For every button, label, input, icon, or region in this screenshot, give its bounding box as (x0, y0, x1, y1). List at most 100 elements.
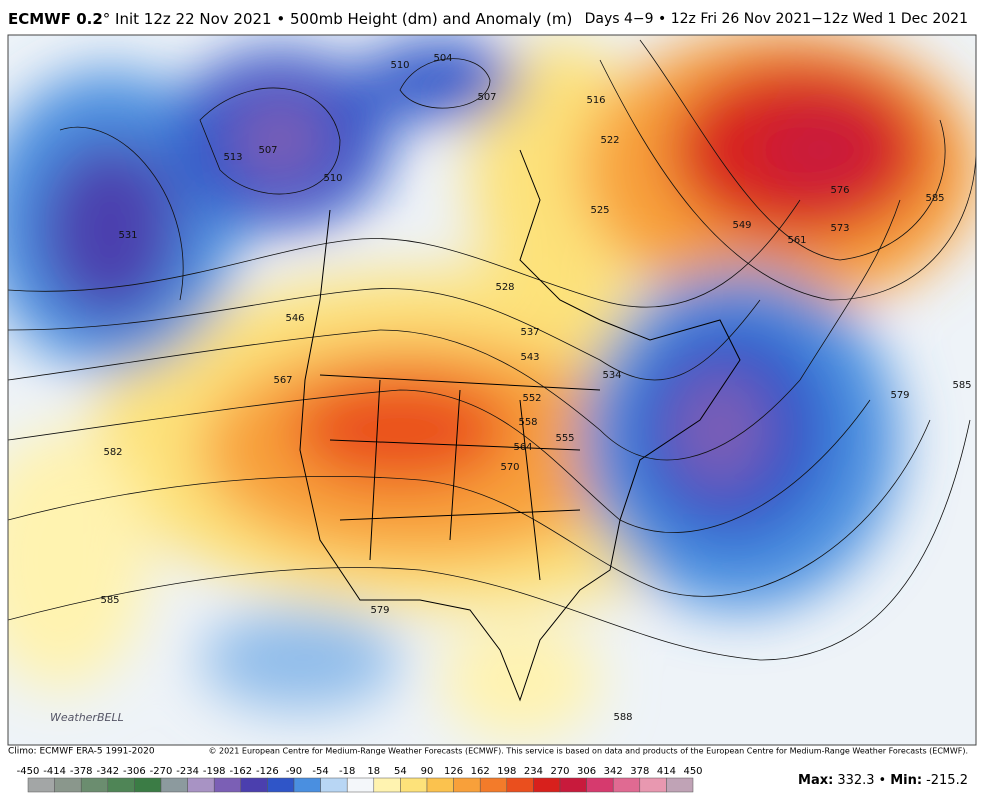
colorbar-tick-label: -306 (123, 766, 146, 777)
copyright: © 2021 European Centre for Medium-Range … (208, 747, 968, 756)
colorbar-tick-label: 198 (497, 766, 516, 777)
contour-label: 585 (952, 380, 971, 391)
colorbar-tick-label: -234 (176, 766, 199, 777)
colorbar-tick-label: -198 (203, 766, 226, 777)
contour-label: 510 (323, 173, 342, 184)
colorbar-tick-label: 234 (524, 766, 543, 777)
contour-label: 513 (223, 152, 242, 163)
colorbar-tick-label: -18 (339, 766, 355, 777)
colorbar-tick-label: 126 (444, 766, 463, 777)
contour-label: 507 (477, 92, 496, 103)
contour-label: 528 (495, 282, 514, 293)
colorbar-tick-label: -126 (256, 766, 279, 777)
colorbar-segment (400, 777, 428, 793)
contour-label: 531 (118, 230, 137, 241)
stats: Max: 332.3 • Min: -215.2 (798, 773, 968, 788)
colorbar-segment (80, 777, 109, 793)
colorbar-tick-label: -378 (70, 766, 93, 777)
colorbar-tick-label: 54 (394, 766, 407, 777)
colorbar-segment (479, 777, 508, 793)
colorbar-segment (559, 777, 587, 793)
contour-label: 582 (103, 447, 122, 458)
model: ECMWF 0.2 (8, 10, 103, 28)
colorbar-segment (27, 777, 55, 793)
contour-label: 507 (258, 145, 277, 156)
colorbar-tick-label: -450 (17, 766, 40, 777)
colorbar-segment (612, 777, 641, 793)
colorbar-segment (639, 777, 667, 793)
colorbar-tick-label: -90 (286, 766, 302, 777)
colorbar-tick-label: 90 (421, 766, 434, 777)
colorbar-tick-label: -414 (43, 766, 66, 777)
contour-label: 552 (522, 393, 541, 404)
colorbar-segment (213, 777, 242, 793)
max-label: Max: (798, 773, 833, 788)
contour-label: 585 (925, 193, 944, 204)
contour-label: 579 (890, 390, 909, 401)
min-value: -215.2 (926, 773, 968, 788)
colorbar-segment (107, 777, 135, 793)
contour-label: 576 (830, 185, 849, 196)
map-frame (7, 34, 977, 746)
min-label: Min: (890, 773, 922, 788)
colorbar-tick-label: -342 (96, 766, 119, 777)
colorbar-segment (506, 777, 534, 793)
contour-label: 564 (513, 442, 532, 453)
contour-label: 510 (390, 60, 409, 71)
contour-label: 585 (100, 595, 119, 606)
contour-label: 525 (590, 205, 609, 216)
colorbar-tick-label: -54 (312, 766, 328, 777)
colorbar-segment (586, 777, 614, 793)
contour-label: 522 (600, 135, 619, 146)
contour-label: 546 (285, 313, 304, 324)
subtitle: ° Init 12z 22 Nov 2021 • 500mb Height (d… (103, 10, 573, 28)
contour-label: 555 (555, 433, 574, 444)
colorbar-tick-label: 450 (683, 766, 702, 777)
colorbar: -450 -414 -378 -342 -306 -270 -234 -198 -162 -126… (17, 766, 703, 793)
colorbar-segment (240, 777, 268, 793)
contour-label: 567 (273, 375, 292, 386)
colorbar-tick-label: -162 (229, 766, 252, 777)
climo: Climo: ECMWF ERA-5 1991-2020 (8, 747, 155, 757)
colorbar-segment (293, 777, 321, 793)
title: ECMWF 0.2° Init 12z 22 Nov 2021 • 500mb … (8, 10, 572, 28)
contour-label: 558 (518, 417, 537, 428)
contour-label: 537 (520, 327, 539, 338)
colorbar-segment (346, 777, 375, 793)
contour-label: 549 (732, 220, 751, 231)
contour-label: 534 (602, 370, 621, 381)
colorbar-tick-label: 18 (367, 766, 380, 777)
contour-label: 561 (787, 235, 806, 246)
colorbar-tick-label: 162 (471, 766, 490, 777)
colorbar-segment (533, 777, 561, 793)
colorbar-tick-label: 342 (604, 766, 623, 777)
colorbar-tick-label: 378 (630, 766, 649, 777)
contour-label: 573 (830, 223, 849, 234)
colorbar-segment (426, 777, 454, 793)
colorbar-tick-label: 270 (550, 766, 569, 777)
contour-label: 504 (433, 53, 452, 64)
colorbar-tick-label: 414 (657, 766, 676, 777)
colorbar-tick-label: 306 (577, 766, 596, 777)
contour-label: 516 (586, 95, 605, 106)
anomaly-field (8, 35, 976, 740)
colorbar-tick-label: -270 (150, 766, 173, 777)
contour-label: 579 (370, 605, 389, 616)
contour-label: 588 (613, 712, 632, 723)
separator: • (879, 773, 887, 788)
coastlines-and-borders (299, 149, 741, 702)
contour-label: 570 (500, 462, 519, 473)
height-contours (8, 39, 976, 661)
colorbar-segment (666, 777, 694, 793)
colorbar-segment (373, 777, 401, 793)
logo: WeatherBELL (50, 711, 124, 724)
map: 504 510 507 513 507 510 531 546 567 582 585 579 588 5… (8, 35, 976, 745)
max-value: 332.3 (837, 773, 874, 788)
contour-labels: 504 510 507 513 507 510 531 546 567 582 585 579 588 5… (100, 53, 971, 723)
colorbar-segment (187, 777, 215, 793)
colorbar-segment (54, 777, 82, 793)
colorbar-segment (134, 777, 162, 793)
contour-label: 543 (520, 352, 539, 363)
